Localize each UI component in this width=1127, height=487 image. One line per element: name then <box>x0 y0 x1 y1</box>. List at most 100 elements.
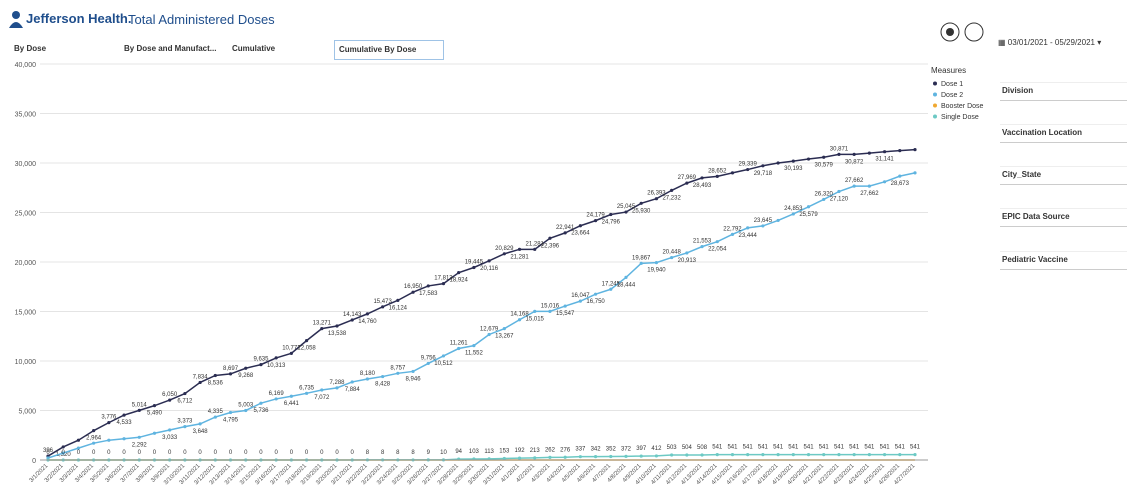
data-label: 6,712 <box>177 399 193 405</box>
point <box>700 453 704 457</box>
filter-label: EPIC Data Source <box>1002 212 1070 221</box>
data-label: 541 <box>864 445 875 451</box>
data-label: 24,853 <box>784 206 803 212</box>
data-label: 541 <box>819 445 830 451</box>
point <box>335 386 339 390</box>
data-label: 30,193 <box>784 166 803 172</box>
data-label: 29,718 <box>754 171 773 177</box>
point <box>563 455 567 459</box>
point <box>396 298 400 302</box>
point <box>289 351 293 355</box>
point <box>533 456 537 460</box>
point <box>107 421 111 425</box>
chart: Measures 0 5,000 10,000 15,000 20,000 25,000 3… <box>15 62 984 486</box>
y-tick-label: 10,000 <box>15 359 37 366</box>
point <box>624 275 628 280</box>
point <box>487 332 491 337</box>
point <box>457 271 461 275</box>
data-label: 19,867 <box>632 255 651 261</box>
point <box>761 164 765 168</box>
y-tick-label: 35,000 <box>15 112 37 119</box>
tab[interactable]: By Dose and Manufact... <box>120 40 234 58</box>
data-label: 0 <box>244 450 248 456</box>
point <box>609 287 613 291</box>
point <box>852 152 856 156</box>
point <box>806 157 811 161</box>
tab[interactable]: Cumulative <box>228 40 332 58</box>
point <box>685 251 689 255</box>
data-label: 276 <box>560 447 571 453</box>
filter-label: Pediatric Vaccine <box>1002 255 1068 264</box>
data-label: 17,583 <box>419 291 438 297</box>
tab-label: By Dose and Manufact... <box>124 44 217 53</box>
toolbar-icons[interactable] <box>940 20 988 44</box>
point <box>806 205 811 209</box>
point <box>624 454 628 458</box>
tab-label: Cumulative By Dose <box>339 45 417 54</box>
data-label: 541 <box>712 445 723 451</box>
data-label: 541 <box>743 445 754 451</box>
data-label: 25,579 <box>799 212 818 218</box>
filter[interactable]: City_State <box>1000 166 1127 185</box>
data-label: 22,054 <box>708 247 727 253</box>
filter[interactable]: EPIC Data Source <box>1000 208 1127 227</box>
y-tick-label: 0 <box>32 458 36 465</box>
filter[interactable]: Vaccination Location <box>1000 124 1127 143</box>
point <box>548 236 552 240</box>
point <box>441 354 446 358</box>
tab[interactable]: By Dose <box>10 40 114 58</box>
y-tick-label: 25,000 <box>15 211 37 218</box>
point <box>670 453 674 457</box>
point <box>776 453 780 457</box>
data-label: 8,697 <box>223 366 239 372</box>
point <box>791 212 795 216</box>
point <box>426 284 430 288</box>
data-label: 8,180 <box>360 371 376 377</box>
data-label: 0 <box>183 450 187 456</box>
data-label: 9,268 <box>238 373 254 379</box>
point <box>548 309 552 313</box>
point <box>502 456 506 461</box>
data-label: 11,261 <box>450 341 469 347</box>
point <box>578 299 582 303</box>
data-label: 15,016 <box>541 303 560 309</box>
filter[interactable]: Division <box>1000 82 1127 101</box>
point <box>350 380 354 384</box>
point <box>898 453 902 457</box>
point <box>213 415 217 419</box>
data-label: 7,072 <box>314 395 330 401</box>
point <box>441 282 446 286</box>
y-tick-label: 15,000 <box>15 310 37 317</box>
tab-label: Cumulative <box>232 44 276 53</box>
point <box>563 231 567 235</box>
data-label: 27,120 <box>830 197 849 203</box>
point <box>700 176 704 180</box>
data-label: 14,168 <box>510 312 529 318</box>
point <box>259 363 263 367</box>
point <box>715 240 719 244</box>
data-label: 8 <box>411 450 415 456</box>
date-range[interactable]: ▦ 03/01/2021 - 05/29/2021 ▾ <box>998 38 1102 47</box>
filter[interactable]: Pediatric Vaccine <box>1000 251 1127 270</box>
point <box>61 451 65 455</box>
data-label: 10 <box>440 450 447 456</box>
data-label: 20,448 <box>662 250 681 256</box>
data-label: 26,320 <box>815 191 834 197</box>
data-label: 2,292 <box>132 442 148 448</box>
point <box>563 304 567 308</box>
data-label: 0 <box>122 450 126 456</box>
data-label: 27,969 <box>678 175 697 181</box>
point <box>670 188 674 193</box>
data-label: 29,339 <box>739 162 758 168</box>
data-label: 5,490 <box>147 411 163 417</box>
point <box>791 453 795 457</box>
data-label: 27,662 <box>845 178 864 184</box>
data-label: 22,396 <box>541 243 560 249</box>
point <box>685 181 689 185</box>
data-label: 15,547 <box>556 311 575 317</box>
data-label: 4,533 <box>117 420 133 426</box>
point <box>304 339 309 343</box>
tab[interactable]: Cumulative By Dose <box>334 40 444 60</box>
data-label: 396 <box>43 448 54 454</box>
data-label: 16,047 <box>571 293 590 299</box>
